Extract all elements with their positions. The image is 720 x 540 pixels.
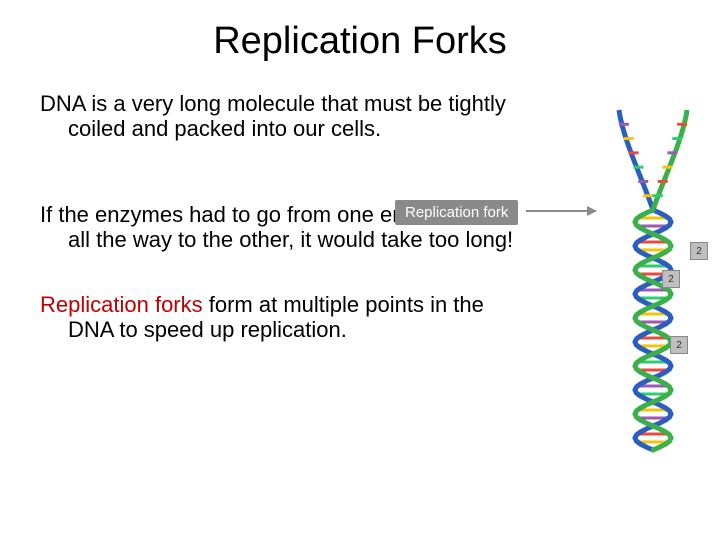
term-replication-forks: Replication forks	[40, 292, 203, 317]
slide-title: Replication Forks	[40, 20, 680, 63]
dna-helix-icon	[598, 100, 708, 460]
paragraph-3: Replication forks form at multiple point…	[40, 292, 520, 343]
figure-number-box: 2	[662, 270, 680, 288]
label-arrow	[526, 210, 596, 212]
slide: Replication Forks DNA is a very long mol…	[0, 0, 720, 540]
paragraph-1: DNA is a very long molecule that must be…	[40, 91, 520, 142]
replication-fork-label: Replication fork	[395, 200, 518, 225]
figure-number-box: 2	[670, 336, 688, 354]
dna-figure: 222	[598, 100, 708, 460]
figure-number-box: 2	[690, 242, 708, 260]
